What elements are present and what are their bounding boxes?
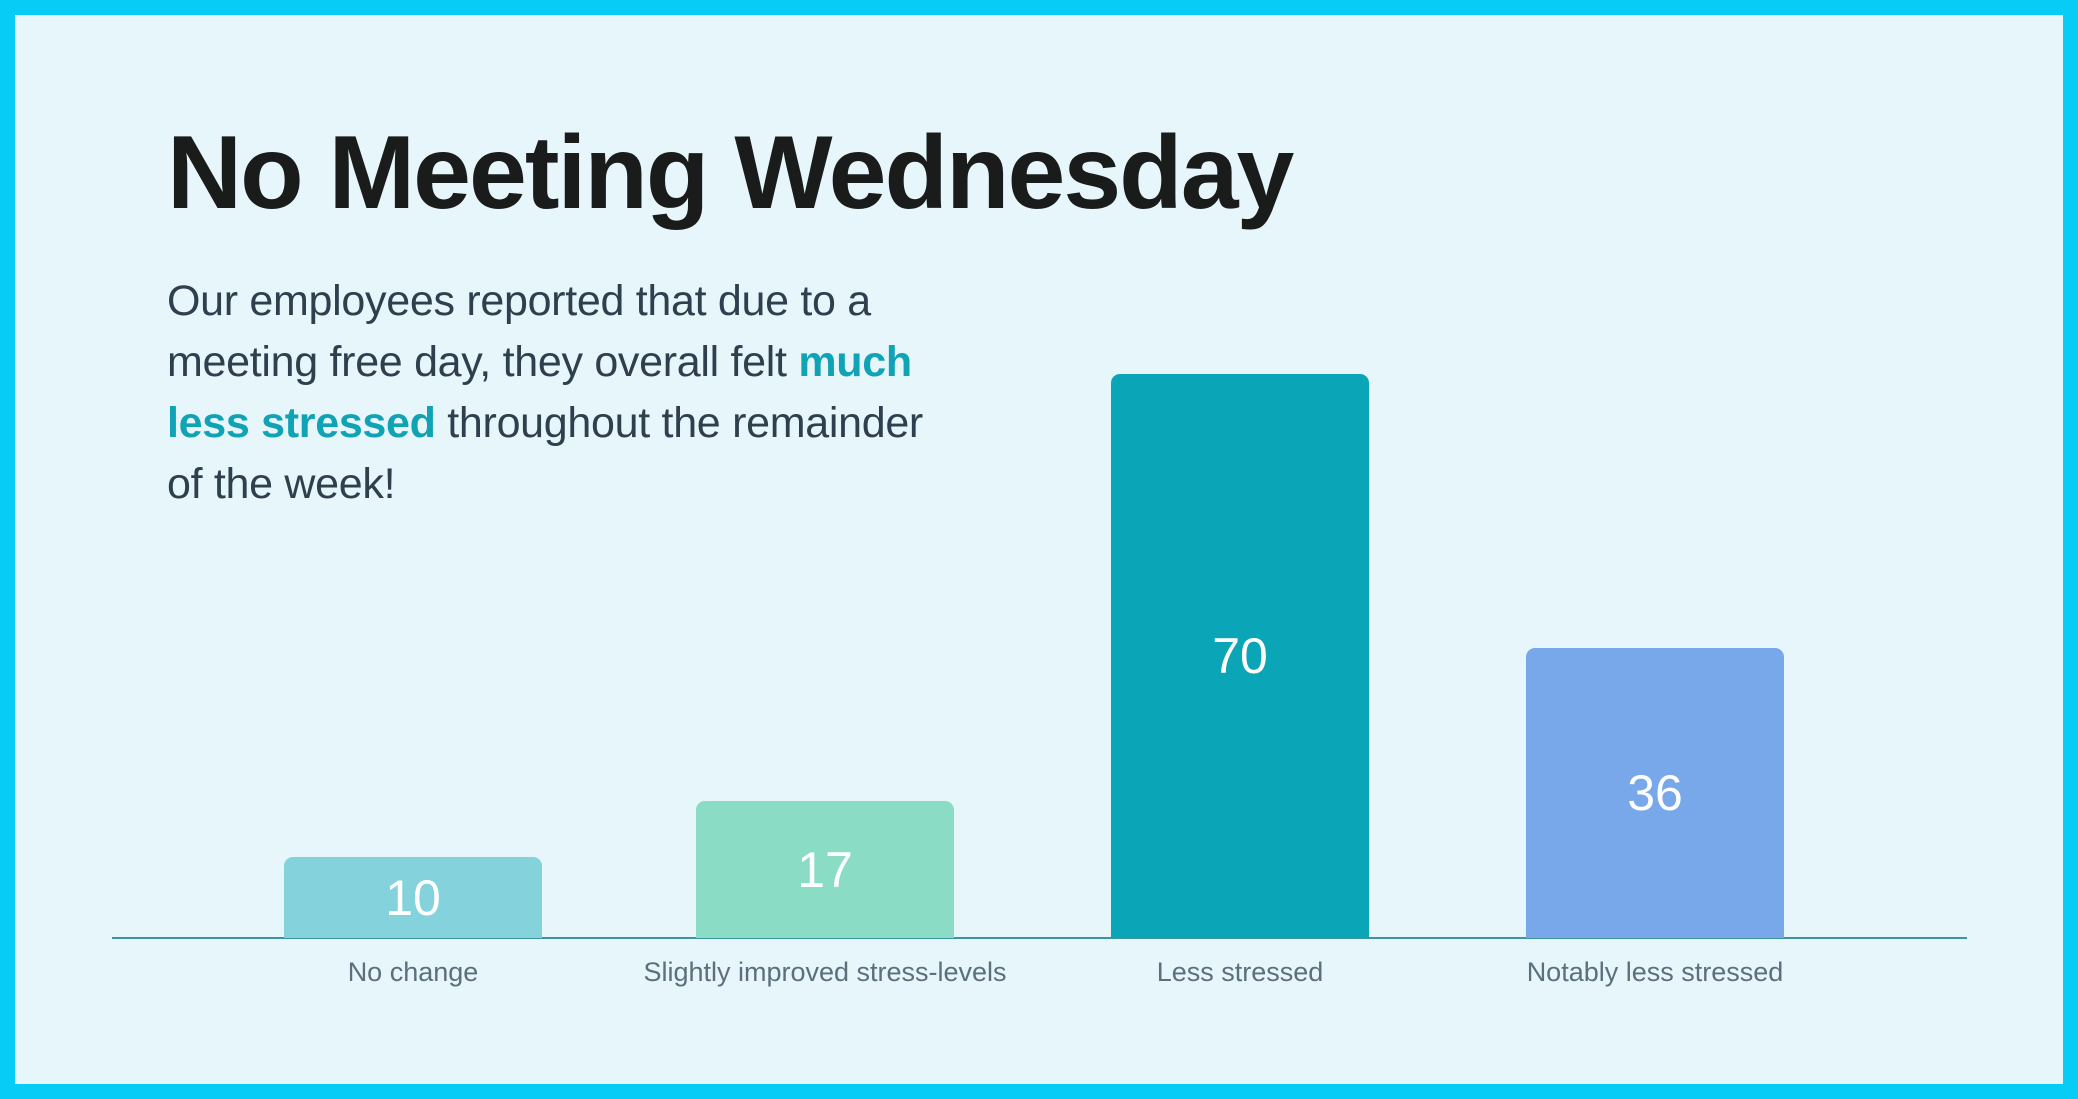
x-axis-line xyxy=(112,937,1967,939)
slide-description: Our employees reported that due to a mee… xyxy=(167,271,927,515)
description-text-end: throughout the remainder of the week! xyxy=(167,399,923,508)
bar: 36 xyxy=(1526,648,1784,938)
bar-value-label: 10 xyxy=(385,869,441,926)
category-label: Less stressed xyxy=(1156,957,1324,987)
bar-value-label: 17 xyxy=(797,841,853,898)
bar: 70 xyxy=(1111,374,1369,938)
description-text-start: Our employees reported that due to a mee… xyxy=(167,277,871,386)
category-label: Notably less stressed xyxy=(1526,957,1784,987)
category-label: No change xyxy=(347,957,479,987)
bar-value-label: 36 xyxy=(1627,765,1683,821)
bar: 10 xyxy=(284,857,542,938)
description-highlight: much less stressed xyxy=(167,338,912,447)
category-label: Slightly improved stress-levels xyxy=(643,957,1007,987)
bar-value-label: 70 xyxy=(1212,628,1268,684)
slide-title: No Meeting Wednesday xyxy=(167,115,1294,231)
bar: 17 xyxy=(696,801,954,938)
slide-frame: No Meeting Wednesday Our employees repor… xyxy=(15,15,2063,1084)
